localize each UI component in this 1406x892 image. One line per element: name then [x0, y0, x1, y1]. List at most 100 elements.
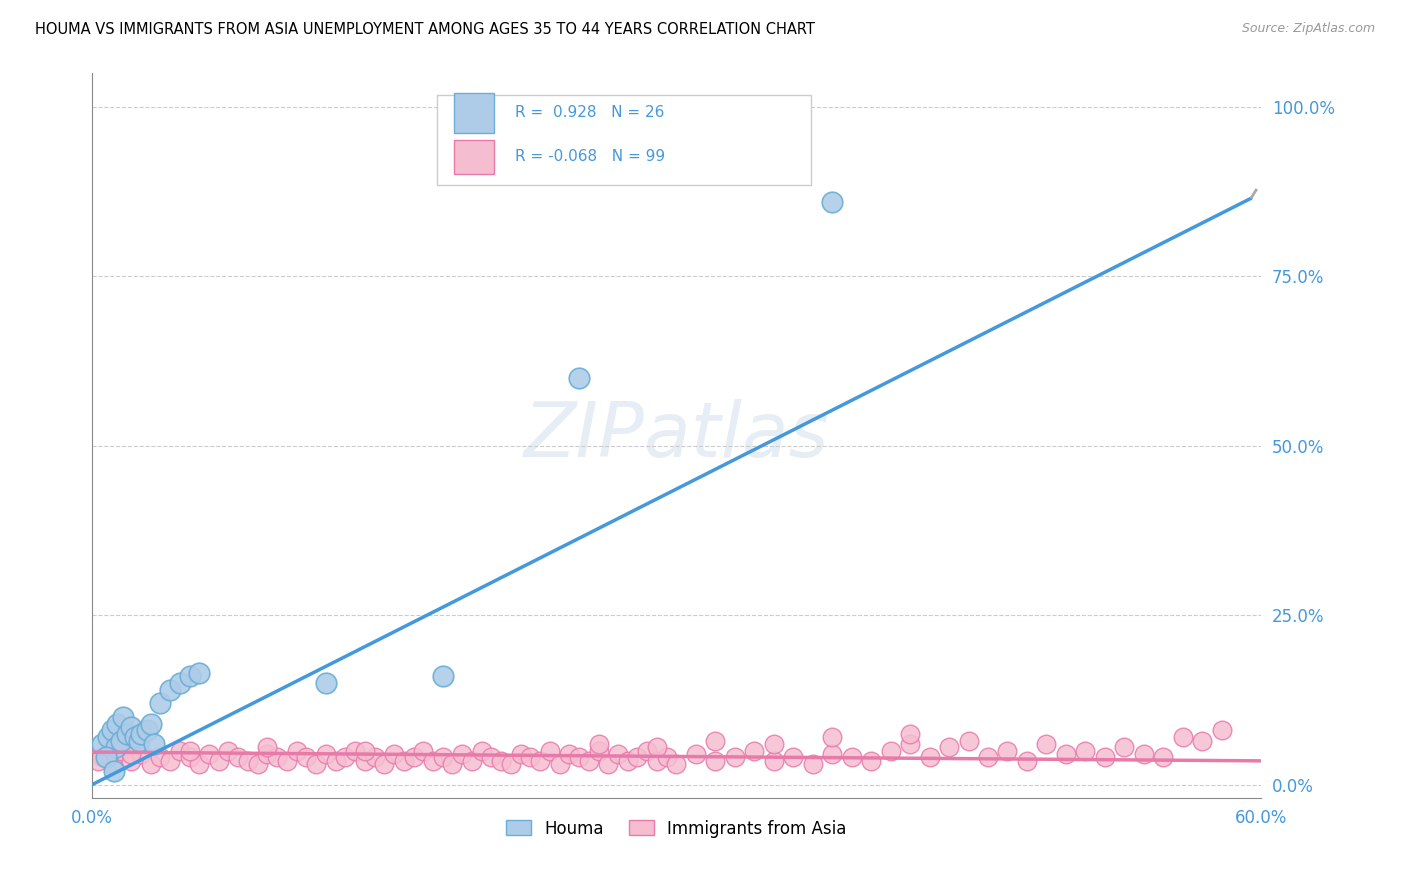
- Point: [353, 744, 375, 758]
- Point: [139, 757, 162, 772]
- Point: [129, 747, 152, 761]
- Point: [266, 750, 288, 764]
- Point: [665, 757, 688, 772]
- Point: [1035, 737, 1057, 751]
- Point: [256, 747, 278, 761]
- Point: [120, 747, 142, 761]
- Point: [179, 744, 201, 758]
- Point: [295, 750, 318, 764]
- Point: [188, 757, 211, 772]
- Point: [489, 754, 512, 768]
- Point: [353, 754, 375, 768]
- Bar: [454, 93, 494, 133]
- Point: [548, 757, 571, 772]
- Point: [392, 754, 415, 768]
- Point: [724, 750, 747, 764]
- Point: [1114, 740, 1136, 755]
- Point: [1152, 750, 1174, 764]
- Legend: Houma, Immigrants from Asia: Houma, Immigrants from Asia: [499, 813, 853, 844]
- Point: [645, 740, 668, 755]
- Point: [1211, 723, 1233, 738]
- Point: [115, 727, 138, 741]
- Point: [578, 754, 600, 768]
- Point: [616, 754, 638, 768]
- Point: [762, 754, 785, 768]
- Point: [179, 750, 201, 764]
- Point: [704, 754, 727, 768]
- Point: [97, 750, 120, 764]
- Point: [325, 754, 347, 768]
- Point: [112, 710, 135, 724]
- Point: [246, 757, 269, 772]
- Point: [655, 750, 678, 764]
- Point: [821, 747, 844, 761]
- Point: [107, 716, 129, 731]
- Point: [87, 754, 110, 768]
- Point: [159, 682, 181, 697]
- Point: [841, 750, 863, 764]
- Point: [363, 750, 385, 764]
- Point: [373, 757, 395, 772]
- Point: [860, 754, 883, 768]
- Point: [344, 744, 367, 758]
- Point: [898, 737, 921, 751]
- Point: [149, 696, 172, 710]
- Point: [509, 747, 531, 761]
- Text: Source: ZipAtlas.com: Source: ZipAtlas.com: [1241, 22, 1375, 36]
- Point: [519, 750, 541, 764]
- Point: [159, 754, 181, 768]
- Point: [124, 730, 146, 744]
- Point: [198, 747, 221, 761]
- Point: [1094, 750, 1116, 764]
- Point: [110, 733, 132, 747]
- Point: [558, 747, 581, 761]
- Point: [918, 750, 941, 764]
- Point: [97, 730, 120, 744]
- Point: [143, 737, 166, 751]
- Point: [645, 754, 668, 768]
- Point: [898, 727, 921, 741]
- Point: [568, 750, 591, 764]
- Point: [402, 750, 425, 764]
- Point: [149, 750, 172, 764]
- FancyBboxPatch shape: [437, 95, 811, 186]
- Point: [704, 733, 727, 747]
- Point: [801, 757, 824, 772]
- Point: [1015, 754, 1038, 768]
- Point: [305, 757, 328, 772]
- Point: [100, 723, 122, 738]
- Point: [636, 744, 658, 758]
- Point: [588, 737, 610, 751]
- Text: HOUMA VS IMMIGRANTS FROM ASIA UNEMPLOYMENT AMONG AGES 35 TO 44 YEARS CORRELATION: HOUMA VS IMMIGRANTS FROM ASIA UNEMPLOYME…: [35, 22, 815, 37]
- Point: [1133, 747, 1156, 761]
- Point: [128, 733, 150, 747]
- Point: [285, 744, 308, 758]
- Point: [938, 740, 960, 755]
- Point: [1171, 730, 1194, 744]
- Point: [451, 747, 474, 761]
- Point: [441, 757, 464, 772]
- Point: [382, 747, 405, 761]
- Point: [879, 744, 901, 758]
- Point: [120, 754, 142, 768]
- Point: [742, 744, 765, 758]
- Point: [1074, 744, 1097, 758]
- Point: [499, 757, 522, 772]
- Point: [957, 733, 980, 747]
- Point: [471, 744, 494, 758]
- Point: [529, 754, 551, 768]
- Text: ZIPatlas: ZIPatlas: [523, 399, 830, 473]
- Point: [103, 764, 125, 778]
- Point: [481, 750, 503, 764]
- Point: [256, 740, 278, 755]
- Point: [1054, 747, 1077, 761]
- Point: [236, 754, 259, 768]
- Point: [226, 750, 249, 764]
- Point: [218, 744, 240, 758]
- Point: [821, 730, 844, 744]
- Point: [169, 744, 191, 758]
- Point: [685, 747, 707, 761]
- Point: [315, 747, 337, 761]
- Point: [997, 744, 1019, 758]
- Point: [782, 750, 804, 764]
